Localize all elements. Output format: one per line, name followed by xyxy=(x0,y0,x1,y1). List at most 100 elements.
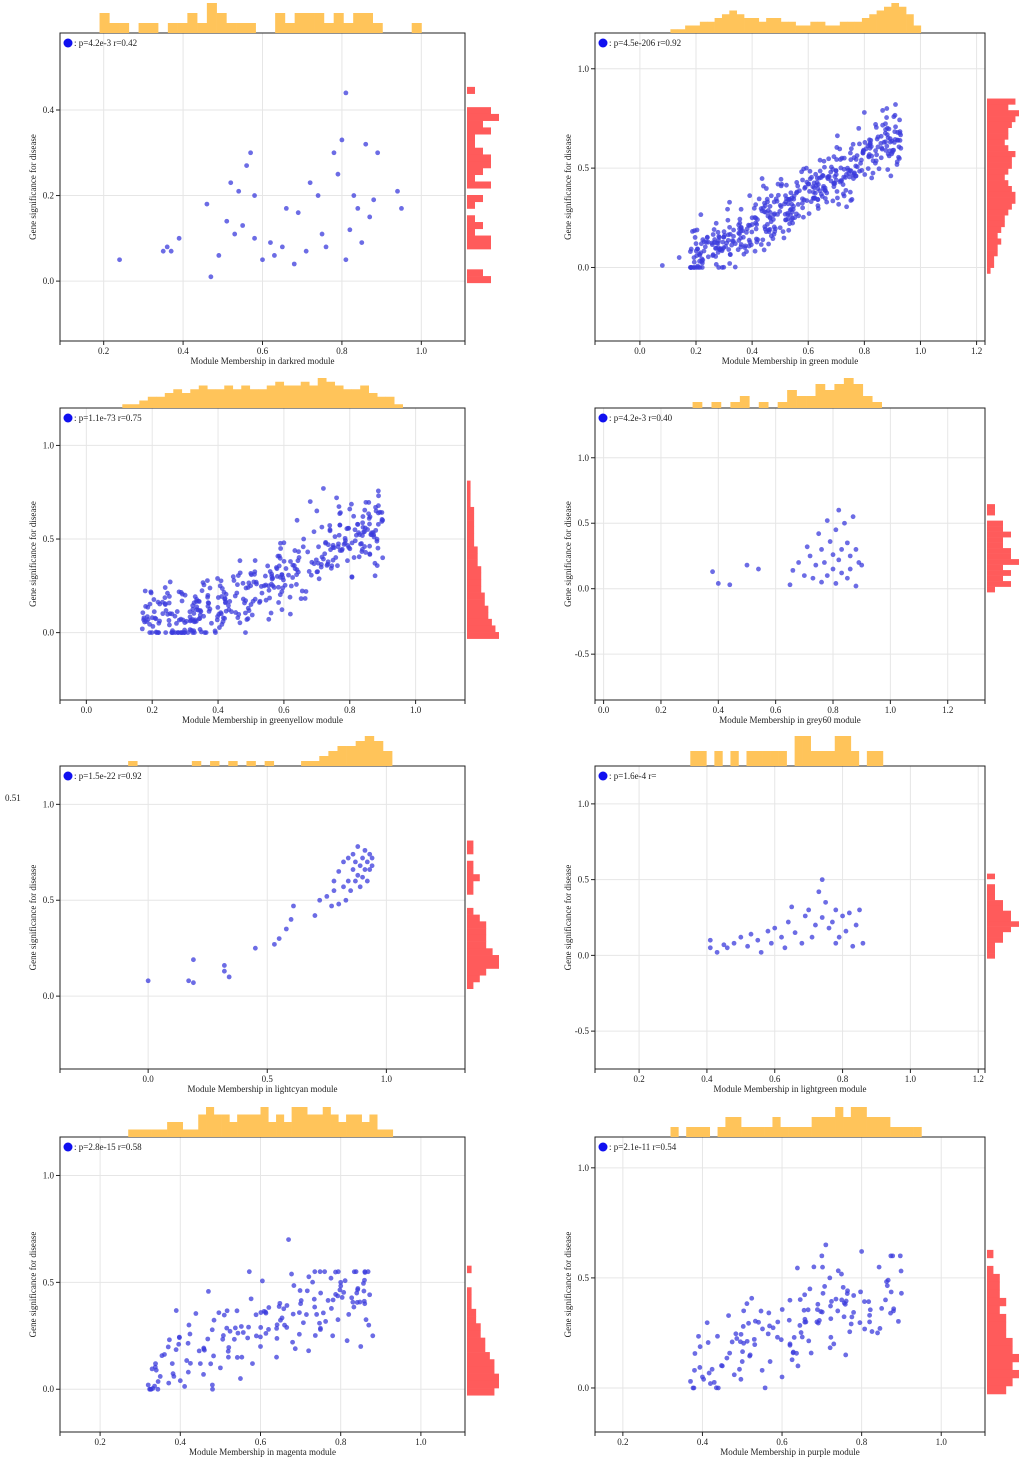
data-point xyxy=(859,157,864,163)
right-histogram-bar xyxy=(467,1294,472,1302)
top-histogram-bar xyxy=(216,13,227,33)
data-point xyxy=(167,611,173,616)
data-point xyxy=(355,205,361,211)
data-point xyxy=(705,254,711,260)
right-histogram-bar xyxy=(467,140,475,148)
top-histogram-bar xyxy=(182,1129,191,1137)
top-histogram-bar xyxy=(326,381,336,408)
data-point xyxy=(820,1264,825,1270)
data-point xyxy=(145,617,151,622)
data-point xyxy=(701,239,707,244)
top-histogram-bar xyxy=(714,751,723,766)
data-point xyxy=(249,572,254,578)
x-tick-label: 0.2 xyxy=(690,346,701,356)
right-histogram-bar xyxy=(987,1305,1000,1315)
top-histogram-bar xyxy=(815,384,826,408)
data-point xyxy=(201,1371,206,1377)
data-point xyxy=(362,529,367,535)
right-histogram-bar xyxy=(987,581,1011,587)
data-point xyxy=(817,157,823,163)
top-histogram-bar xyxy=(266,385,276,408)
data-point xyxy=(253,1312,259,1318)
data-point xyxy=(245,585,251,590)
right-histogram-bar xyxy=(987,116,1016,123)
data-point xyxy=(333,555,339,560)
data-point xyxy=(721,264,727,270)
data-point xyxy=(862,1326,868,1332)
data-point xyxy=(187,1331,193,1337)
legend-text: : p=4.5e-206 r=0.92 xyxy=(609,38,681,48)
data-point xyxy=(738,225,744,230)
top-histogram xyxy=(128,1107,394,1137)
data-point xyxy=(359,240,365,246)
data-point xyxy=(884,115,889,120)
data-point xyxy=(205,603,211,609)
top-histogram xyxy=(122,378,403,408)
data-point xyxy=(814,179,820,185)
data-point xyxy=(215,595,221,600)
right-histogram-bar xyxy=(467,1352,490,1360)
right-histogram-bar xyxy=(467,520,475,527)
data-point xyxy=(206,608,212,614)
top-histogram-bar xyxy=(690,751,699,766)
top-histogram-bar xyxy=(411,23,422,33)
right-histogram-bar xyxy=(987,110,1019,117)
top-histogram-bar xyxy=(294,13,305,33)
data-point xyxy=(799,940,805,946)
data-point xyxy=(201,582,207,588)
data-point xyxy=(163,608,169,613)
data-point xyxy=(185,1369,191,1375)
data-point xyxy=(204,201,210,207)
data-point xyxy=(276,1304,282,1309)
top-histogram-bar xyxy=(898,6,907,33)
data-point xyxy=(894,159,900,165)
data-point xyxy=(284,1303,290,1308)
right-histogram-bar xyxy=(467,981,474,990)
top-histogram xyxy=(128,736,393,766)
data-point xyxy=(331,878,337,884)
right-histogram-bar xyxy=(987,121,1012,128)
data-point xyxy=(787,221,793,227)
top-histogram-bar xyxy=(322,1107,331,1137)
y-tick-label: 1.0 xyxy=(43,799,55,809)
data-point xyxy=(162,601,168,607)
x-tick-label: 0.5 xyxy=(262,1074,274,1084)
data-point xyxy=(184,1358,190,1363)
top-histogram-bar xyxy=(854,21,863,33)
right-histogram-bar xyxy=(467,154,491,162)
data-point xyxy=(258,584,264,589)
top-histogram-bar xyxy=(355,741,366,766)
legend-marker xyxy=(598,413,608,423)
right-histogram-bar xyxy=(987,151,1016,158)
data-point xyxy=(350,851,356,857)
top-histogram-bar xyxy=(748,1127,758,1137)
data-point xyxy=(367,851,373,857)
right-histogram-bar xyxy=(987,1353,1019,1363)
data-point xyxy=(145,978,151,984)
data-point xyxy=(749,1295,755,1301)
data-point xyxy=(787,1297,793,1303)
data-point xyxy=(307,180,313,186)
data-point xyxy=(854,153,860,159)
data-point xyxy=(758,949,764,955)
data-point xyxy=(738,1376,744,1382)
data-point xyxy=(220,1333,226,1338)
data-point xyxy=(274,1326,280,1331)
data-point xyxy=(830,566,836,572)
data-point xyxy=(802,913,808,919)
data-point xyxy=(836,201,842,207)
data-point xyxy=(760,1326,765,1332)
data-point xyxy=(329,1306,334,1311)
data-point xyxy=(858,1289,863,1295)
data-point xyxy=(240,580,246,586)
data-point xyxy=(843,187,849,193)
top-histogram-bar xyxy=(368,393,378,408)
right-histogram-bar xyxy=(467,269,483,277)
data-point xyxy=(688,1378,693,1384)
scatter-points xyxy=(659,102,904,270)
x-tick-label: 0.2 xyxy=(98,346,109,356)
data-point xyxy=(351,513,357,519)
data-point xyxy=(345,558,350,564)
top-histogram-bar xyxy=(787,390,797,408)
right-histogram xyxy=(987,1249,1019,1395)
